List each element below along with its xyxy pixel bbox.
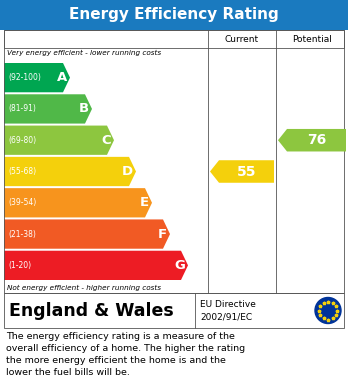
- Polygon shape: [4, 157, 136, 186]
- Text: (21-38): (21-38): [8, 230, 36, 239]
- Text: B: B: [79, 102, 89, 115]
- Polygon shape: [4, 63, 70, 92]
- Text: Current: Current: [225, 34, 259, 43]
- Polygon shape: [4, 251, 188, 280]
- Text: C: C: [101, 134, 111, 147]
- Bar: [4, 30, 344, 293]
- Text: England & Wales: England & Wales: [9, 301, 174, 319]
- Bar: [4, 30, 344, 48]
- Bar: [0, 0, 348, 30]
- Polygon shape: [210, 160, 274, 183]
- Text: 76: 76: [307, 133, 326, 147]
- Text: (55-68): (55-68): [8, 167, 36, 176]
- Text: A: A: [57, 71, 67, 84]
- Text: 55: 55: [237, 165, 256, 179]
- Text: D: D: [122, 165, 133, 178]
- Bar: [4, 293, 344, 328]
- Text: The energy efficiency rating is a measure of the
overall efficiency of a home. T: The energy efficiency rating is a measur…: [6, 332, 245, 377]
- Text: Energy Efficiency Rating: Energy Efficiency Rating: [69, 7, 279, 23]
- Text: F: F: [158, 228, 167, 240]
- Text: (1-20): (1-20): [8, 261, 31, 270]
- Text: G: G: [174, 259, 185, 272]
- Text: (69-80): (69-80): [8, 136, 36, 145]
- Text: Not energy efficient - higher running costs: Not energy efficient - higher running co…: [7, 285, 161, 291]
- Polygon shape: [4, 94, 92, 124]
- Text: (92-100): (92-100): [8, 73, 41, 82]
- Text: (39-54): (39-54): [8, 198, 36, 207]
- Text: Very energy efficient - lower running costs: Very energy efficient - lower running co…: [7, 50, 161, 56]
- Circle shape: [315, 298, 341, 323]
- Polygon shape: [4, 219, 170, 249]
- Text: (81-91): (81-91): [8, 104, 36, 113]
- Text: Potential: Potential: [292, 34, 332, 43]
- Polygon shape: [278, 129, 346, 151]
- Polygon shape: [4, 126, 114, 155]
- Text: EU Directive
2002/91/EC: EU Directive 2002/91/EC: [200, 300, 256, 321]
- Text: E: E: [140, 196, 149, 209]
- Polygon shape: [4, 188, 152, 217]
